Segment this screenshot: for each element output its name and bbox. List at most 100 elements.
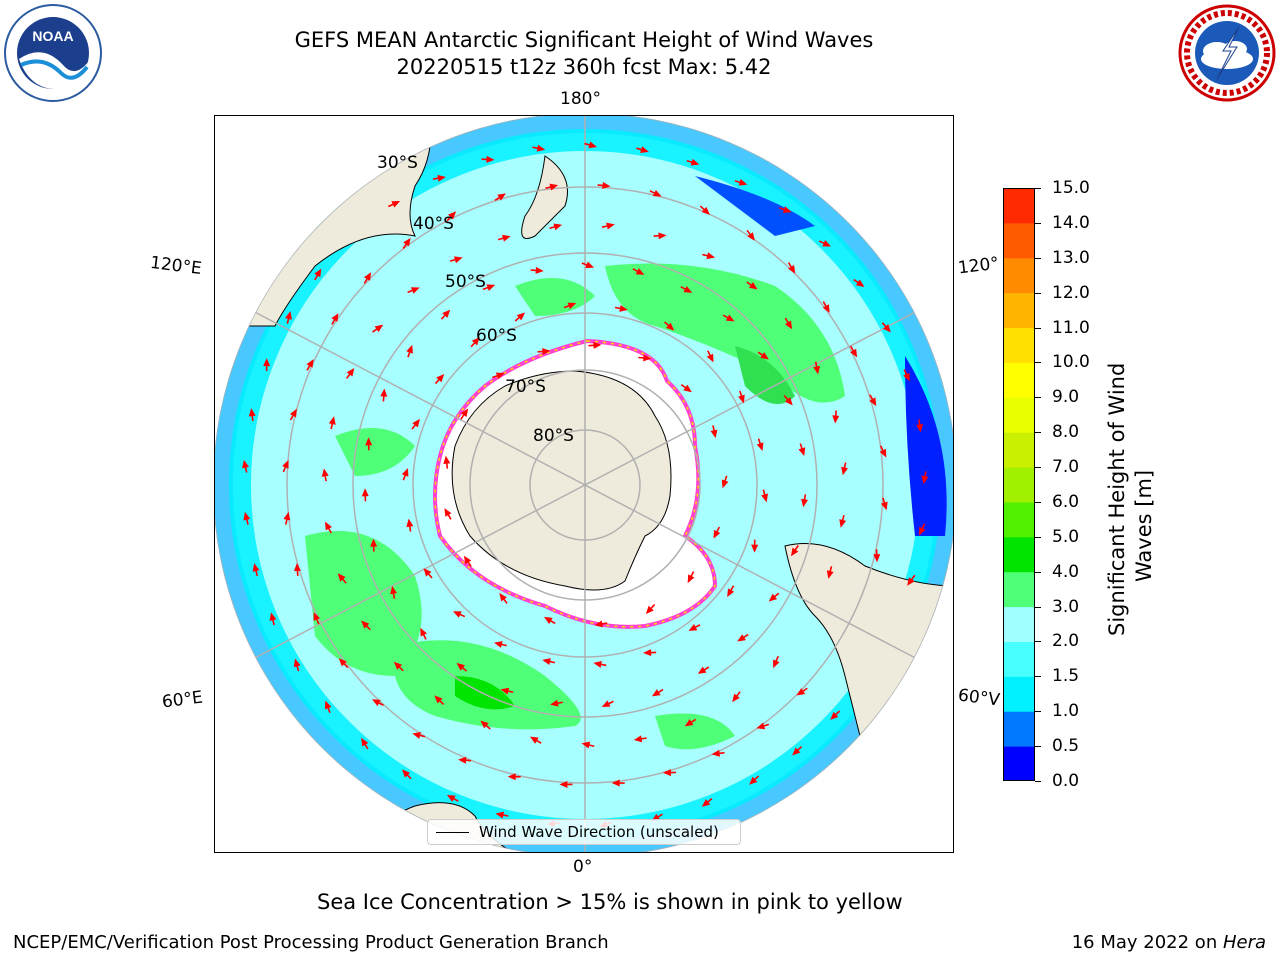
colorbar-tick-label: 4.0 [1052,561,1080,582]
wave-arrow-head [688,624,698,631]
colorbar-tick-mark [1035,501,1041,503]
svg-text:NOAA: NOAA [32,28,73,44]
wave-arrow-head [756,722,766,730]
wave-arrow-head [313,612,321,621]
wave-arrow-head [850,348,858,358]
wave-arrow-head [437,174,446,182]
wave-arrow-head [507,773,516,781]
wave-arrow-head [293,562,301,572]
polar-map: 30°S 40°S 50°S 60°S 70°S 80°S [215,116,953,852]
colorbar-title: Significant Height of Wind Waves [m] [1103,332,1157,636]
noaa-logo: NOAA [3,3,103,103]
colorbar-tick-label: 10.0 [1052,352,1090,373]
wave-arrow-head [737,634,746,642]
lat-label-50s: 50°S [445,272,486,292]
wave-arrow-head [285,311,292,320]
wave-arrow-head [535,266,544,274]
colorbar-bin [1003,292,1035,329]
wave-arrow-head [581,741,591,749]
wave-arrow-head [732,693,740,703]
colorbar-tick-label: 0.5 [1052,736,1080,757]
legend-line-swatch [436,832,469,833]
wave-arrow-head [651,689,661,697]
wave-arrow-head [423,568,432,577]
wave-arrow-head [611,779,620,787]
wave-arrow-head [337,573,346,582]
wave-arrow-head [748,282,758,290]
wave-arrow-head [401,769,411,778]
wave-arrow-head [325,521,332,531]
wave-arrow-head [370,538,378,547]
lon-label-60e: 60°E [160,687,204,713]
svg-text:Significant Height of Wind: Significant Height of Wind [1105,363,1129,636]
colorbar-tick-mark [1035,676,1041,678]
wave-arrow-head [727,588,735,598]
wave-arrow-head [269,612,277,621]
wave-arrow-head [480,720,489,729]
wind-wave-arrows [242,141,929,828]
colorbar-tick-mark [1035,746,1041,748]
colorbar-tick-mark [1035,222,1041,224]
wave-arrow-head [361,737,369,747]
wave-arrow-head [697,666,707,674]
wave-arrow-head [331,313,339,322]
wave-arrow-head [706,353,714,363]
colorbar-tick-label: 1.0 [1052,701,1080,722]
colorbar-bin [1003,606,1035,642]
wave-arrow-head [420,627,427,637]
wave-arrow-head [486,155,495,163]
wave-arrow-head [406,518,414,528]
colorbar-tick-mark [1035,571,1041,573]
wave-arrow-head [826,570,834,579]
colorbar-bin [1003,536,1035,573]
wave-arrow-head [907,577,915,586]
wave-arrow-head [436,373,445,383]
lat-label-60s: 60°S [476,326,517,346]
wave-arrow-head [751,544,759,553]
colorbar-tick-mark [1035,536,1041,538]
wave-arrow-head [372,699,381,707]
wave-arrow-head [346,367,355,377]
wave-arrow-head [738,178,748,186]
wave-arrow-head [773,659,780,669]
wave-arrow-head [363,272,372,281]
colorbar-tick-mark [1035,711,1041,713]
lon-label-120w: 120° [956,253,1001,279]
colorbar-tick-label: 8.0 [1052,422,1080,443]
graticule [215,116,953,852]
lat-label-30s: 30°S [377,153,418,173]
footer-date: 16 May 2022 on Hera [1071,932,1266,953]
wave-arrow-head [412,418,420,428]
wave-arrow-head [725,314,735,322]
wave-arrow-head [822,239,832,247]
wave-arrow-head [796,688,806,696]
wave-arrow-head [687,574,695,584]
wave-arrow-head [338,658,347,667]
wave-arrow-head [841,466,848,476]
wave-arrow-head [306,359,314,368]
lat-label-40s: 40°S [413,214,454,234]
wave-arrow-head [495,811,505,819]
wave-arrow-head [665,322,675,331]
wave-arrow-head [813,365,821,375]
wave-arrow-head [374,324,384,333]
wave-arrow-head [516,312,526,321]
colorbar-bin [1003,397,1035,433]
wave-arrow-head [550,699,559,707]
wave-arrow-head [406,344,413,354]
latitude-labels: 30°S 40°S 50°S 60°S 70°S 80°S [377,153,574,446]
wave-arrow-head [822,304,830,313]
wave-arrow-head [446,794,456,802]
colorbar-bin [1003,362,1035,398]
wave-arrow-head [403,237,411,247]
colorbar-tick-label: 11.0 [1052,317,1090,338]
wave-arrow-head [494,641,503,648]
wave-arrow-head [602,182,611,189]
nws-logo [1177,3,1277,103]
wave-arrow-head [588,141,598,149]
colorbar-tick-label: 15.0 [1052,178,1090,198]
wave-arrow-head [801,498,809,508]
wave-arrow-head [882,324,891,333]
colorbar-tick-mark [1035,641,1041,643]
wave-arrow-head [790,547,799,557]
